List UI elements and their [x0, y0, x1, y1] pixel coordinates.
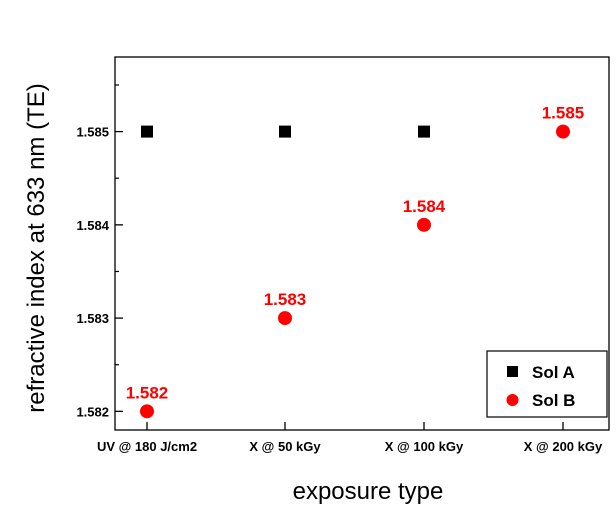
point-sol-a — [279, 125, 291, 138]
data-labels: 1.582 1.583 1.584 1.585 — [126, 104, 585, 403]
point-sol-b — [140, 404, 154, 419]
legend-label-sol-a: Sol A — [532, 363, 575, 382]
x-tick-label: X @ 50 kGy — [249, 439, 321, 454]
point-value-label: 1.582 — [126, 383, 169, 402]
legend-label-sol-b: Sol B — [532, 391, 575, 410]
y-tick-label: 1.584 — [76, 218, 109, 233]
data-marks — [140, 124, 570, 419]
x-axis-title: exposure type — [293, 478, 444, 505]
point-sol-b — [417, 217, 431, 232]
y-axis-title: refractive index at 633 nm (TE) — [23, 83, 50, 412]
y-tick-label: 1.585 — [76, 125, 109, 140]
x-tick-label: X @ 200 kGy — [524, 439, 603, 454]
x-axis-ticks: UV @ 180 J/cm2 X @ 50 kGy X @ 100 kGy X @ 2… — [97, 422, 603, 454]
point-value-label: 1.583 — [264, 290, 307, 309]
point-sol-b — [278, 311, 292, 326]
point-sol-a — [418, 125, 430, 138]
point-value-label: 1.585 — [542, 104, 585, 123]
y-axis-ticks: 1.582 1.583 1.584 1.585 — [76, 84, 123, 419]
plot-frame — [114, 56, 610, 431]
point-sol-a — [141, 125, 153, 138]
x-tick-label: X @ 100 kGy — [385, 439, 464, 454]
y-tick-label: 1.583 — [76, 311, 109, 326]
legend-box — [486, 350, 608, 418]
y-tick-label: 1.582 — [76, 404, 109, 419]
legend-marker-sol-a — [507, 366, 518, 377]
point-sol-b — [556, 124, 570, 139]
legend: Sol A Sol B — [486, 350, 608, 418]
legend-marker-sol-b — [506, 394, 519, 406]
x-tick-label: UV @ 180 J/cm2 — [97, 439, 197, 454]
point-value-label: 1.584 — [403, 197, 446, 216]
